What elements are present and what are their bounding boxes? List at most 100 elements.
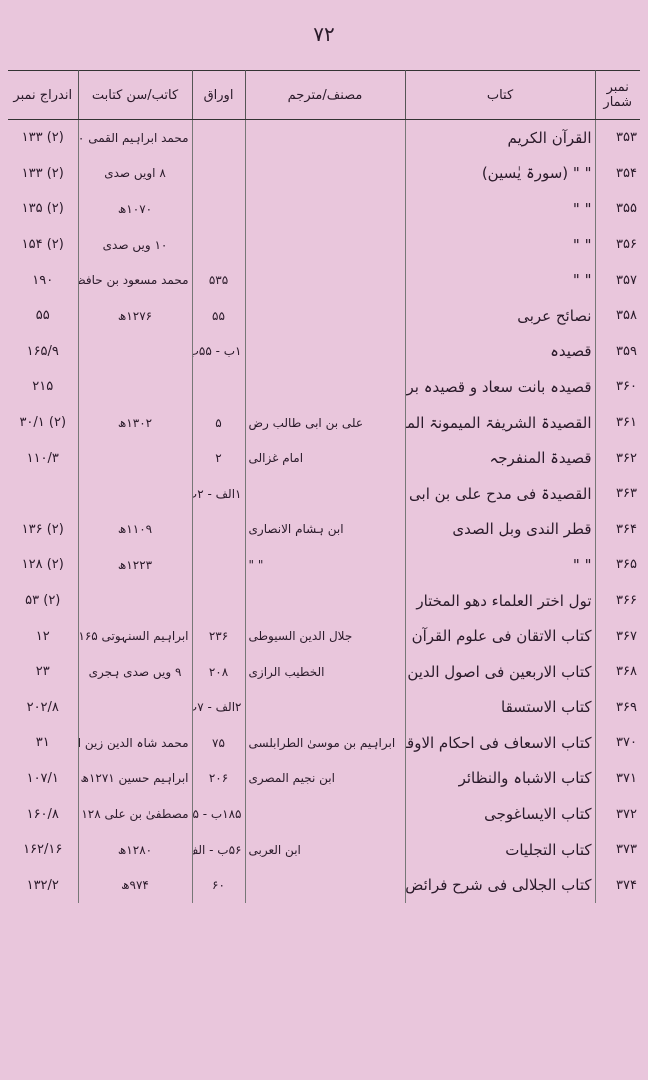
table-cell: (۲) ۱۳۳ (21, 130, 64, 146)
table-cell (244, 689, 405, 726)
table-cell: ۲۰۲/۸ (26, 699, 59, 715)
table-cell: (۲) ۱۳۶ (21, 521, 64, 537)
table-cell: ۳۵۳ (594, 119, 640, 156)
table-cell: محمد ابراہیم القمی ۱۰۸۰ھ (77, 119, 192, 156)
table-cell: کتاب الاشباہ والنظائر (404, 760, 595, 797)
table-cell (77, 440, 192, 476)
table-cell: ۱۶۵/۹ (26, 343, 59, 359)
table-cell: ابراہیم بن موسیٰ الطرابلسی (244, 725, 405, 761)
table-cell: ۳۶۲ (594, 440, 640, 476)
table-cell: قطر الندی وبل الصدی (404, 511, 595, 548)
header-row: نمبر شمار کتاب مصنف/مترجم اوراق کاتب/سن کتاب… (8, 70, 640, 120)
table-cell: ۸ اویں صدی (77, 155, 192, 192)
table-cell: (۲) ۱۳۵ (21, 201, 64, 217)
table-cell (244, 582, 405, 619)
table-cell (191, 582, 245, 619)
table-cell: ۵۳۵ (191, 262, 245, 298)
table-cell: ۱۱۰/۳ (26, 450, 59, 466)
table-cell: ۳۶۶ (594, 582, 640, 619)
table-cell: ۲۱۵ (32, 379, 54, 395)
table-cell: ۱۳۰۲ھ (77, 404, 192, 441)
table-cell: ۱۶۲/۱۶ (23, 842, 63, 858)
column-header: اندراج نمبر (8, 70, 78, 120)
table-cell: ۲۰۸ (191, 653, 245, 690)
table-row: ۳۶۶ تول اختر العلماء دھو المختار (۲) ۵۳ (8, 582, 640, 619)
table-cell: ابراہیم حسین ۱۲۷۱ھ (77, 760, 192, 797)
table-row: ۳۷۱ کتاب الاشباہ والنظائر ابن نجیم المصری ۲… (8, 760, 640, 797)
table-cell: مصطفیٰ بن علی ۱۱۲۸ھ (77, 796, 192, 832)
table-cell: ۳۵۵ (594, 191, 640, 227)
table-cell (244, 475, 405, 512)
table-cell: ۵۵ (35, 308, 50, 324)
table-cell: ۳۶۵ (594, 547, 640, 583)
table-cell: ۱۳۲/۲ (26, 877, 59, 893)
table-cell (8, 476, 78, 512)
catalog-table: نمبر شمار کتاب مصنف/مترجم اوراق کاتب/سن کتاب… (8, 70, 640, 904)
table-row: ۳۶۰ قصیدہ بانت سعاد و قصیدہ بردہ ۲۱۵ (8, 369, 640, 405)
table-cell: ۲۰۶ (191, 760, 245, 797)
column-header: کاتب/سن کتابت (77, 70, 192, 120)
table-cell: ۳۵۷ (594, 262, 640, 298)
table-row: ۳۷۰ کتاب الاسعاف فی احکام الاوقاف ابراہیم … (8, 725, 640, 761)
table-cell: ۳۷۳ (594, 831, 640, 868)
table-cell: " " (244, 547, 405, 583)
table-cell: ۱۰۷۰ھ (77, 191, 192, 227)
table-cell: ۱۸۵ب - ۲۰۵ب (191, 796, 245, 832)
table-cell: (۲) ۵۳ (25, 593, 61, 609)
table-cell (77, 689, 192, 726)
table-cell: کتاب التجلیات (404, 831, 595, 868)
table-cell: ۳۶۴ (594, 511, 640, 548)
table-cell: " " (404, 226, 595, 263)
table-cell: " " (404, 547, 595, 583)
table-cell: تول اختر العلماء دھو المختار (404, 582, 595, 619)
table-cell: کتاب الاسعاف فی احکام الاوقاف (404, 725, 595, 761)
table-cell (244, 297, 405, 334)
table-cell: ابن نجیم المصری (244, 760, 405, 797)
table-cell: ۱۱۰۹ھ (77, 511, 192, 548)
table-cell (191, 191, 245, 227)
table-cell: ۲ (191, 440, 245, 476)
table-cell: ۳۷۰ (594, 725, 640, 761)
table-cell: ۶۰ (191, 867, 245, 904)
table-cell: (۲) ۱۵۴ (21, 237, 64, 253)
table-cell: ۵ (191, 404, 245, 441)
table-cell: " " (404, 191, 595, 227)
table-cell: ابن العربی (244, 831, 405, 868)
table-cell: ۱۶۰/۸ (26, 806, 59, 822)
table-cell: ۱۰۷/۱ (26, 770, 59, 786)
table-cell: ۳۶۳ (594, 475, 640, 512)
table-cell: ابن ہشام الانصاری (244, 511, 405, 548)
table-cell (191, 119, 245, 156)
table-cell: ۳۵۸ (594, 297, 640, 334)
table-cell: نصائح عربی (404, 297, 595, 334)
table-row: ۳۵۴ " " (سورۃ یٰسین) ۸ اویں صدی (۲) ۱۳۳ (8, 155, 640, 192)
table-cell: ۵۵ (191, 297, 245, 334)
table-cell: امام غزالی (244, 440, 405, 476)
table-cell: ۱۹۰ (32, 272, 54, 288)
table-cell (244, 867, 405, 904)
table-cell: ۳۶۰ (594, 369, 640, 405)
table-cell (191, 369, 245, 405)
table-cell: ۳۵۶ (594, 226, 640, 263)
table-cell: ۱۰ ویں صدی (77, 226, 192, 263)
table-cell (244, 226, 405, 263)
table-cell: قصیدۃ المنفرجہ (404, 440, 595, 476)
table-cell: الخطیب الرازی (244, 653, 405, 690)
table-cell: کتاب الایساغوجی (404, 796, 595, 832)
table-cell: ۳۱ (35, 735, 50, 751)
table-row: ۳۶۵ " " " " ۱۲۲۳ھ (۲) ۱۲۸ (8, 547, 640, 583)
table-cell: القصیدۃ الشریفۃ المیمونۃ المبارکۃ (404, 404, 595, 441)
table-cell: ۲الف - ۷ب (191, 689, 245, 726)
table-cell: قصیدہ بانت سعاد و قصیدہ بردہ (404, 369, 595, 405)
table-cell: کتاب الجلالی فی شرح فرائض السراجیہ (404, 867, 595, 904)
table-cell (244, 333, 405, 370)
page-number: ۷۲ (313, 22, 335, 46)
